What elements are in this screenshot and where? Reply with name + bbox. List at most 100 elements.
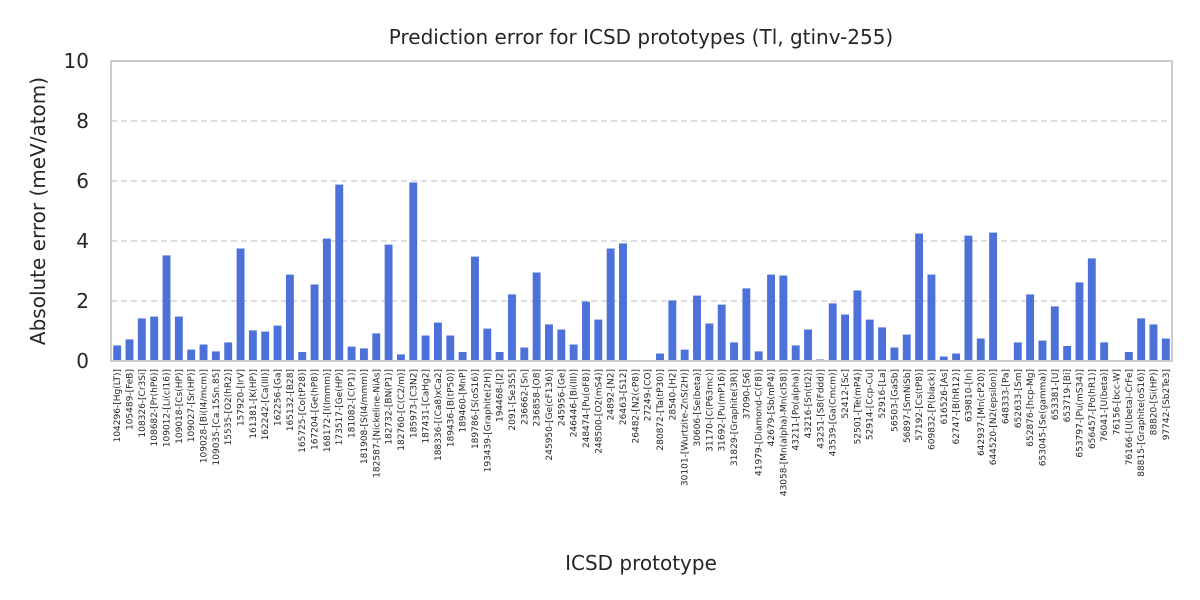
bar — [483, 328, 492, 361]
bar — [162, 255, 171, 361]
bar — [927, 274, 936, 361]
bar — [322, 238, 331, 361]
bar — [656, 353, 664, 361]
x-tick-label: 653797-[Pu(mS34)] — [1075, 369, 1085, 458]
bar — [1087, 258, 1096, 361]
x-tick-label: 52916-[La] — [878, 369, 888, 418]
x-tick-label: 653381-[U] — [1051, 369, 1061, 420]
bar — [569, 344, 578, 361]
bar — [964, 235, 973, 361]
bar — [211, 351, 220, 361]
bar — [1038, 340, 1047, 361]
x-tick-label: 653719-[Bi] — [1063, 369, 1073, 422]
bar — [976, 338, 985, 361]
plot-area — [110, 60, 1173, 362]
x-tick-label: 56503-[GaSb] — [890, 369, 900, 432]
x-tick-label: 15535-[O2(hR2)] — [224, 369, 234, 445]
x-tick-label: 2091-[Se3S5] — [508, 369, 518, 431]
bar — [458, 352, 467, 361]
bar — [520, 347, 529, 361]
x-tick-label: 24892-[N2] — [607, 369, 617, 420]
bar — [619, 243, 627, 361]
x-tick-label: 182760-[C(C2/m)] — [397, 369, 407, 451]
bar — [939, 356, 948, 361]
x-tick-label: 248500-[O2(mS4)] — [594, 369, 604, 454]
x-tick-label: 76156-[bcc-W] — [1112, 369, 1122, 435]
bar — [742, 288, 751, 361]
bar — [779, 275, 788, 361]
bar — [1137, 318, 1146, 361]
bars — [113, 182, 1170, 361]
bar — [1013, 342, 1022, 361]
x-tick-label: 26482-[N2(cP8)] — [631, 369, 641, 443]
bar — [989, 232, 998, 361]
x-tick-label: 644520-[N2(epsilon)] — [989, 369, 999, 465]
bar — [421, 335, 430, 361]
x-tick-label: 173517-[Ge(HP)] — [335, 369, 345, 445]
x-tick-label: 26463-[S12] — [619, 369, 629, 425]
bar — [384, 244, 393, 361]
x-tick-label: 246446-[Bi(III)] — [570, 369, 580, 437]
bar — [557, 329, 566, 361]
x-tick-label: 189786-[S(oS16)] — [471, 369, 481, 449]
bar — [594, 319, 603, 361]
x-tick-label: 43211-[Po(alpha)] — [792, 369, 802, 450]
bar — [717, 304, 726, 361]
x-tick-label: 165132-[B28] — [286, 369, 296, 431]
bar — [495, 352, 504, 361]
bar — [878, 327, 887, 361]
bar — [409, 182, 418, 361]
x-tick-label: 248474-[Pu(oF8)] — [582, 369, 592, 448]
x-tick-label: 245950-[Ge(cF136)] — [545, 369, 555, 460]
x-tick-label: 236858-[O8] — [533, 369, 543, 426]
x-tick-label: 245956-[Ge] — [557, 369, 567, 426]
bar — [865, 319, 874, 361]
bar — [187, 349, 196, 361]
y-tick-label: 2 — [76, 289, 89, 313]
x-tick-label: 616526-[As] — [940, 369, 950, 424]
bar — [359, 348, 368, 361]
x-tick-label: 109028-[Bi(I4/mcm)] — [200, 369, 210, 463]
bar — [705, 323, 714, 361]
x-tick-label: 181908-[S(I4/mmm)] — [360, 369, 370, 464]
x-tick-label: 656457-[Po(hR1)] — [1088, 369, 1098, 449]
gridlines — [111, 120, 1172, 302]
x-tick-label: 642937-[Mn(cP20)] — [977, 369, 987, 456]
bar — [693, 295, 701, 361]
bar — [754, 351, 763, 361]
x-tick-label: 181082-[C(P1)] — [348, 369, 358, 438]
bar — [273, 325, 282, 361]
x-tick-label: 97742-[Sb2Te3] — [1162, 369, 1172, 440]
x-tick-label: 639810-[In] — [964, 369, 974, 422]
x-tick-label: 62747-[B(hR12)] — [952, 369, 962, 445]
x-tick-label: 648333-[Pa] — [1001, 369, 1011, 424]
x-tick-label: 193439-[Graphite(2H)] — [483, 369, 493, 472]
bar — [125, 339, 134, 361]
bar — [1063, 346, 1072, 361]
bar — [1075, 282, 1084, 361]
bar — [508, 294, 516, 361]
bar — [853, 290, 862, 361]
bar — [606, 248, 615, 361]
y-tick-label: 6 — [76, 169, 89, 193]
x-tick-label: 37090-[S6] — [742, 369, 752, 419]
x-tick-label: 188336-[(Ca8)xCa2] — [434, 369, 444, 461]
bar — [545, 324, 553, 361]
x-tick-label: 30606-[Se(beta)] — [693, 369, 703, 446]
x-tick-label: 105489-[FeB] — [126, 369, 136, 430]
bar — [902, 334, 911, 361]
x-axis-label: ICSD prototype — [565, 551, 717, 575]
x-tick-label: 162242-[Ca(III)] — [261, 369, 271, 440]
bar — [298, 352, 307, 361]
x-tick-label: 88820-[Si(HP)] — [1149, 369, 1159, 435]
x-tick-label: 43058-[Mn(alpha)-Mn(cI58)] — [779, 369, 789, 496]
y-axis-ticks: 0 2 4 6 8 10 — [64, 49, 89, 373]
x-tick-label: 31829-[Graphite(3R)] — [730, 369, 740, 466]
bar — [470, 256, 479, 361]
bar — [310, 284, 319, 361]
bar — [150, 316, 159, 361]
x-tick-label: 104296-[Hg(LT)] — [113, 369, 123, 442]
x-tick-label: 194468-[I2] — [496, 369, 506, 422]
y-tick-label: 0 — [76, 349, 89, 373]
